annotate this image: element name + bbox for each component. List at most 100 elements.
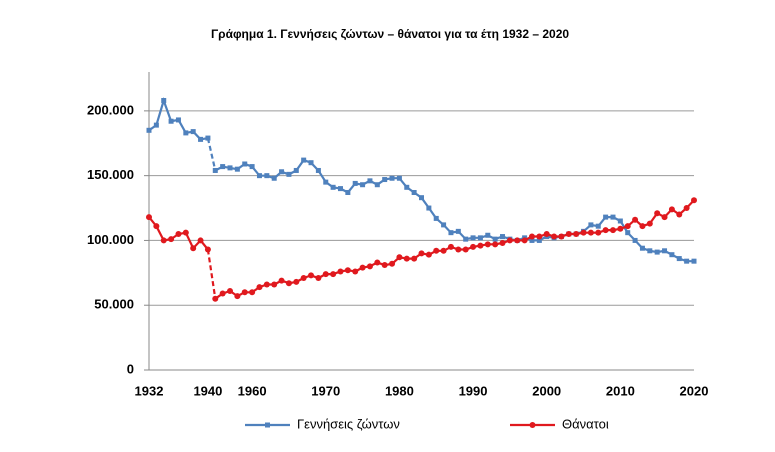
marker [161, 98, 167, 104]
marker [529, 422, 536, 428]
marker [536, 237, 542, 243]
marker [271, 281, 278, 288]
marker [426, 205, 432, 211]
y-tick-label: 0 [127, 361, 134, 376]
marker [160, 237, 167, 244]
marker [249, 289, 256, 296]
marker [455, 246, 462, 253]
marker [374, 259, 381, 266]
y-tick-label: 50.000 [94, 297, 134, 312]
marker [359, 264, 366, 271]
marker [396, 175, 402, 181]
marker [418, 250, 425, 257]
marker [492, 241, 499, 248]
marker [595, 223, 601, 229]
x-tick-label: 2000 [532, 383, 561, 398]
marker [220, 164, 226, 170]
marker [146, 127, 152, 133]
marker [337, 186, 343, 192]
marker [609, 227, 616, 234]
marker [662, 248, 668, 254]
marker [227, 287, 234, 294]
marker [425, 251, 432, 258]
marker [293, 278, 300, 285]
marker [168, 236, 175, 243]
marker [529, 237, 535, 243]
y-tick-label: 150.000 [87, 167, 134, 182]
marker [632, 237, 638, 243]
marker [285, 280, 292, 287]
marker [241, 289, 248, 296]
marker [625, 230, 631, 236]
x-tick-label: 1932 [135, 383, 164, 398]
legend-label: Θάνατοι [562, 416, 609, 431]
marker [182, 229, 189, 236]
marker [676, 256, 682, 262]
marker [315, 275, 322, 282]
marker [234, 166, 240, 172]
marker [448, 230, 454, 236]
marker [249, 164, 255, 170]
marker [411, 255, 418, 262]
marker [588, 222, 594, 228]
marker [256, 173, 262, 179]
marker [389, 175, 395, 181]
marker [344, 267, 351, 274]
marker [404, 184, 410, 190]
marker [389, 260, 396, 267]
marker [279, 169, 285, 175]
marker [684, 258, 690, 264]
marker [543, 230, 550, 237]
marker [587, 229, 594, 236]
marker [146, 214, 152, 221]
marker [242, 161, 248, 167]
marker [352, 268, 359, 275]
marker [536, 233, 543, 240]
marker [632, 216, 639, 223]
marker [691, 197, 697, 204]
marker [691, 258, 697, 264]
marker [463, 236, 469, 242]
marker [470, 235, 476, 241]
marker [175, 117, 181, 123]
marker [278, 277, 285, 284]
marker [265, 422, 270, 428]
marker [322, 271, 329, 278]
marker [382, 177, 388, 183]
marker [595, 229, 602, 236]
marker [197, 237, 204, 244]
marker [411, 189, 417, 195]
x-tick-label: 1980 [385, 383, 414, 398]
x-tick-label: 1970 [311, 383, 340, 398]
marker [330, 184, 336, 190]
marker [668, 206, 675, 213]
marker [264, 173, 270, 179]
marker [683, 205, 690, 212]
x-tick-label: 1940 [193, 383, 222, 398]
marker [492, 236, 498, 242]
marker [360, 182, 366, 188]
marker [286, 171, 292, 177]
marker [440, 247, 447, 254]
marker [603, 214, 609, 220]
marker [470, 243, 477, 250]
marker [190, 245, 197, 252]
marker [345, 189, 351, 195]
marker [323, 179, 329, 185]
marker [580, 229, 587, 236]
marker [212, 167, 218, 173]
marker [293, 167, 299, 173]
legend-label: Γεννήσεις ζώντων [297, 416, 400, 431]
marker [676, 211, 683, 218]
marker [506, 237, 513, 244]
marker [396, 254, 403, 261]
marker [647, 248, 653, 254]
marker [366, 263, 373, 270]
marker [617, 218, 623, 224]
marker [551, 233, 558, 240]
marker [646, 220, 653, 227]
marker [455, 228, 461, 234]
marker [433, 215, 439, 221]
marker [610, 214, 616, 220]
